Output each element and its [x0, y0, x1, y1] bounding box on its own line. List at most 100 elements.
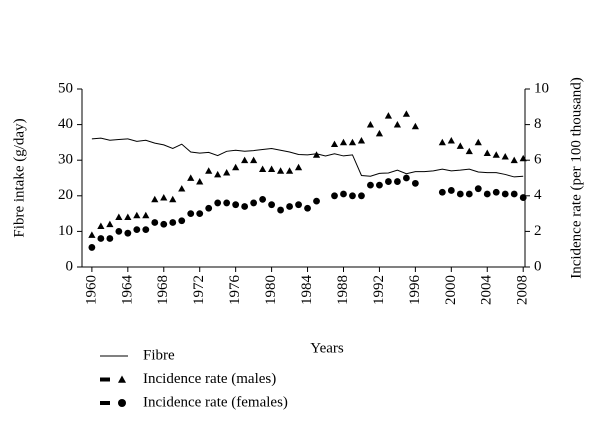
male-marker — [384, 112, 393, 119]
x-tick-label: 2000 — [443, 275, 459, 305]
male-marker — [438, 138, 446, 146]
male-marker — [447, 137, 455, 144]
female-marker — [241, 203, 249, 210]
female-marker — [277, 206, 284, 214]
x-tick-label: 1968 — [155, 275, 171, 305]
female-marker — [501, 190, 509, 198]
fibre-line — [91, 137, 524, 178]
female-marker — [286, 203, 293, 210]
male-marker — [501, 153, 509, 160]
male-marker — [474, 138, 482, 146]
male-marker — [214, 170, 222, 178]
female-marker — [295, 201, 302, 209]
female-marker — [376, 181, 383, 189]
female-marker — [447, 187, 455, 194]
male-marker — [250, 156, 258, 164]
female-marker — [205, 204, 213, 212]
x-tick-label: 1992 — [371, 275, 387, 305]
male-marker — [97, 222, 105, 229]
female-marker — [492, 188, 500, 196]
male-marker — [402, 110, 410, 117]
male-marker — [160, 193, 168, 201]
female-marker — [196, 210, 204, 218]
male-marker — [88, 231, 96, 238]
male-marker — [124, 213, 132, 221]
female-marker — [313, 197, 320, 205]
y2-tick-label: 8 — [534, 116, 542, 132]
female-marker — [88, 244, 96, 251]
female-marker — [438, 188, 446, 196]
female-marker — [358, 192, 365, 200]
x-tick-label: 2008 — [515, 275, 531, 305]
female-marker — [187, 210, 195, 218]
female-marker — [474, 185, 482, 193]
female-marker — [465, 190, 473, 198]
female-marker — [178, 217, 186, 225]
female-marker — [367, 181, 374, 189]
male-marker — [339, 138, 348, 146]
male-marker — [492, 151, 500, 158]
male-marker — [465, 147, 473, 155]
male-marker — [268, 165, 276, 172]
male-marker — [151, 195, 159, 203]
female-marker — [402, 174, 410, 182]
male-marker — [241, 156, 249, 164]
male-marker — [393, 121, 402, 128]
female-marker — [483, 190, 491, 198]
x-tick-label: 1984 — [299, 275, 315, 306]
x-tick-label: 1988 — [335, 275, 351, 305]
male-marker — [519, 154, 527, 162]
male-marker — [510, 156, 518, 164]
legend-label: Incidence rate (males) — [143, 371, 276, 387]
female-marker — [142, 226, 150, 234]
male-marker — [366, 121, 375, 128]
y2-tick-label: 10 — [534, 80, 549, 96]
female-marker — [331, 192, 338, 200]
y-tick-label: 10 — [58, 223, 73, 239]
female-marker — [151, 219, 159, 226]
male-marker — [259, 165, 267, 172]
female-marker — [250, 199, 258, 207]
male-marker — [348, 138, 357, 146]
female-marker — [385, 178, 392, 185]
female-marker — [411, 179, 419, 187]
y2-tick-label: 6 — [534, 152, 542, 168]
y-tick-label: 30 — [58, 152, 73, 168]
x-tick-label: 2004 — [479, 275, 495, 306]
male-marker — [411, 122, 419, 130]
legend-symbol — [118, 375, 126, 383]
y-tick-label: 0 — [66, 258, 74, 274]
x-tick-label: 1980 — [263, 275, 279, 305]
male-marker — [483, 149, 491, 156]
female-marker — [456, 190, 464, 198]
male-marker — [232, 163, 240, 171]
legend-label: Incidence rate (females) — [143, 394, 288, 410]
male-marker — [142, 211, 150, 219]
y2-axis-label: Incidence rate (per 100 thousand) — [568, 77, 584, 279]
x-tick-label: 1972 — [191, 275, 207, 305]
x-axis-label: Years — [310, 340, 344, 356]
y-tick-label: 20 — [58, 187, 73, 203]
male-marker — [276, 167, 285, 174]
male-marker — [196, 177, 204, 185]
legend-label: Fibre — [143, 347, 175, 363]
male-marker — [178, 185, 186, 192]
y2-tick-label: 0 — [534, 258, 542, 274]
y-axis-label: Fibre intake (g/day) — [11, 118, 27, 237]
x-tick-label: 1996 — [407, 275, 423, 306]
female-marker — [519, 194, 527, 201]
male-marker — [187, 174, 195, 181]
female-marker — [133, 226, 141, 234]
female-marker — [232, 201, 240, 209]
male-marker — [205, 167, 213, 174]
male-marker — [294, 163, 303, 171]
female-marker — [349, 192, 356, 200]
male-marker — [330, 140, 339, 148]
legend-symbol — [118, 399, 126, 407]
male-marker — [357, 137, 366, 144]
female-marker — [223, 199, 231, 207]
male-marker — [115, 213, 123, 221]
female-marker — [169, 219, 177, 226]
male-marker — [312, 151, 321, 158]
